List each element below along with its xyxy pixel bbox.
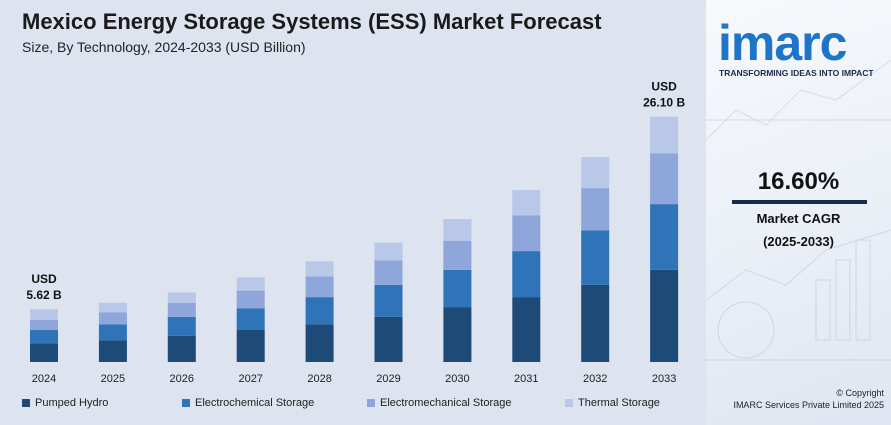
bar-segment-2028-3 (305, 261, 334, 277)
cagr-divider (732, 200, 867, 204)
x-tick-label-2030: 2030 (445, 373, 469, 385)
bar-segment-2027-1 (236, 308, 265, 330)
x-tick-label-2029: 2029 (376, 373, 400, 385)
decorative-chart-background (706, 59, 891, 361)
bar-segment-2027-2 (236, 290, 265, 309)
legend-label-1: Electrochemical Storage (195, 397, 315, 409)
bar-segment-2032-1 (581, 230, 610, 285)
legend-swatch-0 (22, 399, 30, 407)
x-tick-label-2027: 2027 (238, 373, 262, 385)
bar-segment-2026-3 (167, 292, 196, 303)
bar-segment-2028-0 (305, 324, 334, 362)
bar-segment-2024-1 (30, 330, 58, 344)
bar-segment-2032-2 (581, 188, 610, 231)
x-tick-label-2026: 2026 (170, 373, 194, 385)
bar-segment-2027-3 (236, 277, 265, 291)
bar-segment-2025-1 (98, 324, 127, 341)
bar-segment-2026-1 (167, 316, 196, 336)
x-tick-label-2024: 2024 (32, 373, 56, 385)
bar-segment-2030-3 (443, 219, 472, 241)
cagr-period: (2025-2033) (763, 234, 834, 249)
x-tick-label-2031: 2031 (514, 373, 538, 385)
chart-subtitle: Size, By Technology, 2024-2033 (USD Bill… (22, 39, 306, 55)
legend-swatch-3 (565, 399, 573, 407)
bar-segment-2033-3 (650, 116, 679, 154)
bar-segment-2030-0 (443, 307, 472, 362)
bar-segment-2030-2 (443, 240, 472, 270)
bar-segment-2033-2 (650, 153, 679, 205)
bar-segment-2032-0 (581, 284, 610, 362)
total-label-currency-2024: USD (31, 272, 57, 286)
copyright-line-2: IMARC Services Private Limited 2025 (733, 400, 884, 410)
legend-label-0: Pumped Hydro (35, 397, 109, 409)
bar-segment-2030-1 (443, 269, 472, 308)
bar-segment-2031-1 (512, 251, 541, 298)
bar-segment-2031-0 (512, 297, 541, 362)
legend-item-0: Pumped Hydro (22, 397, 182, 409)
legend-item-3: Thermal Storage (565, 397, 685, 409)
brand-panel: imarc TRANSFORMING IDEAS INTO IMPACT 16.… (706, 0, 891, 425)
bar-segment-2026-2 (167, 302, 196, 317)
imarc-logo: imarc (718, 15, 847, 71)
bar-segment-2028-1 (305, 297, 334, 325)
x-tick-label-2033: 2033 (652, 373, 676, 385)
total-label-currency-2033: USD (651, 80, 677, 94)
bar-segment-2024-3 (30, 309, 58, 320)
bar-segment-2024-2 (30, 319, 58, 330)
x-tick-label-2032: 2032 (583, 373, 607, 385)
legend-swatch-2 (367, 399, 375, 407)
bar-segment-2031-2 (512, 215, 541, 252)
x-tick-label-2028: 2028 (307, 373, 331, 385)
bar-segment-2025-2 (98, 312, 127, 325)
bar-segment-2033-0 (650, 269, 679, 362)
copyright-line-1: © Copyright (836, 388, 884, 398)
bar-segment-2032-3 (581, 157, 610, 189)
brand-tagline: TRANSFORMING IDEAS INTO IMPACT (719, 68, 874, 78)
bar-segment-2029-3 (374, 242, 403, 261)
bar-segment-2025-0 (98, 340, 127, 362)
chart-legend: Pumped Hydro Electrochemical Storage Elect… (22, 397, 685, 409)
legend-label-2: Electromechanical Storage (380, 397, 512, 409)
bar-segment-2026-0 (167, 335, 196, 362)
bar-segment-2027-0 (236, 330, 265, 362)
legend-label-3: Thermal Storage (578, 397, 660, 409)
chart-title: Mexico Energy Storage Systems (ESS) Mark… (22, 9, 602, 34)
legend-swatch-1 (182, 399, 190, 407)
total-label-value-2033: 26.10 B (643, 96, 685, 110)
bar-segment-2029-2 (374, 260, 403, 285)
total-label-value-2024: 5.62 B (26, 288, 62, 302)
x-tick-label-2025: 2025 (101, 373, 125, 385)
legend-item-2: Electromechanical Storage (367, 397, 565, 409)
bar-segment-2025-3 (98, 302, 127, 313)
cagr-label: Market CAGR (756, 211, 841, 226)
bar-segment-2033-1 (650, 204, 679, 270)
cagr-value: 16.60% (757, 168, 840, 195)
bar-segment-2028-2 (305, 276, 334, 298)
bar-segment-2024-0 (30, 343, 58, 362)
bar-segment-2029-0 (374, 316, 403, 362)
legend-item-1: Electrochemical Storage (182, 397, 367, 409)
stacked-bar-chart: 2024 2025 2026 2027 2028 2029 2030 2031 2032 2033… (26, 80, 685, 385)
copyright-notice: © Copyright IMARC Services Private Limit… (706, 387, 884, 411)
bar-segment-2029-1 (374, 284, 403, 317)
bar-segment-2031-3 (512, 190, 541, 216)
chart-panel: Mexico Energy Storage Systems (ESS) Mark… (0, 0, 706, 425)
